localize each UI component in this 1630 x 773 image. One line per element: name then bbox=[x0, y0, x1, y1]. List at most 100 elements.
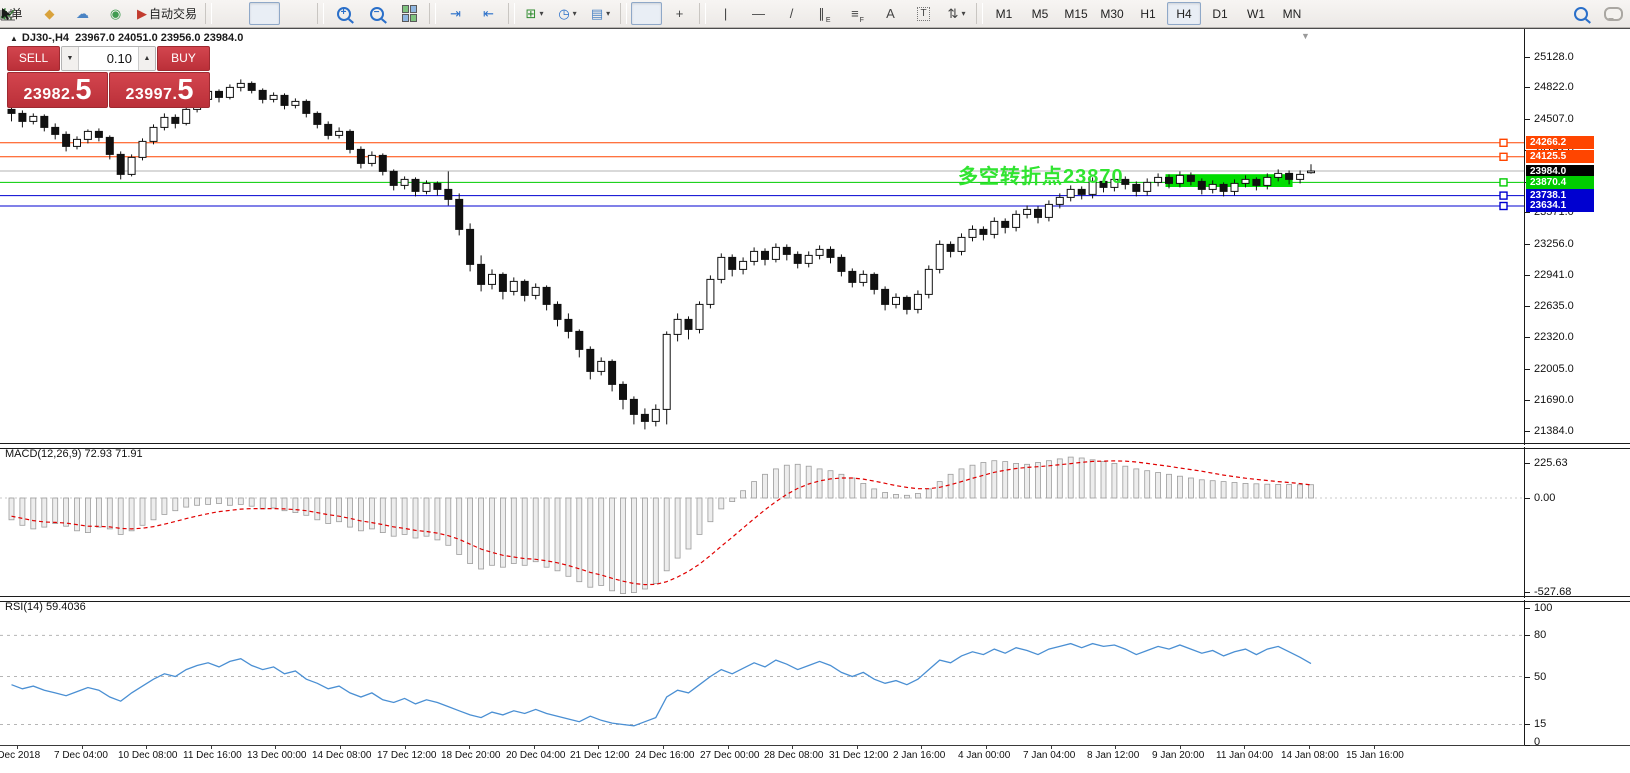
timeframe-m1[interactable]: M1 bbox=[995, 6, 1013, 21]
zoom-out-button[interactable]: − bbox=[361, 2, 392, 25]
vertical-line-button-glyph: | bbox=[723, 6, 728, 21]
horizontal-line-button[interactable]: — bbox=[743, 2, 774, 25]
search-button-icon bbox=[1573, 6, 1588, 21]
signal-icon-glyph: ◉ bbox=[109, 5, 122, 21]
zoom-in-button[interactable]: + bbox=[328, 2, 359, 25]
arrows-button-glyph: ⇅ bbox=[947, 5, 959, 21]
equidistant-channel-button[interactable]: ∥ E bbox=[818, 5, 831, 25]
chart-shift-marker-icon[interactable]: ▼ bbox=[1301, 31, 1310, 41]
time-tick-label: 21 Dec 12:00 bbox=[570, 750, 630, 761]
bar-chart-button[interactable] bbox=[0, 2, 247, 25]
macd-pane[interactable] bbox=[0, 448, 1524, 596]
time-tick-label: 11 Dec 16:00 bbox=[183, 750, 242, 761]
price-tick bbox=[1525, 337, 1530, 338]
pane-splitter-rsi[interactable] bbox=[0, 596, 1630, 602]
zoom-out-button-icon: − bbox=[369, 6, 384, 21]
chat-icon bbox=[1604, 6, 1623, 21]
signal-icon[interactable]: ◉ bbox=[100, 2, 131, 25]
volume-input[interactable] bbox=[79, 47, 138, 70]
price-tick-label: 21690.0 bbox=[1534, 394, 1574, 406]
chat-button[interactable] bbox=[1598, 2, 1629, 25]
cloud-icon[interactable]: ☁ bbox=[67, 2, 98, 25]
symbol-period-label: DJ30-,H4 bbox=[21, 32, 69, 44]
auto-scroll-button[interactable]: ⇥ bbox=[440, 2, 471, 25]
buy-button[interactable]: BUY bbox=[157, 46, 210, 71]
rsi-value: 59.4036 bbox=[45, 601, 86, 613]
price-tick bbox=[1525, 119, 1530, 120]
sell-price-button[interactable]: 23982. 5 bbox=[7, 72, 108, 108]
new-chart-button-glyph: ⊞ bbox=[525, 5, 537, 21]
timeframe-h1[interactable]: H1 bbox=[1140, 6, 1156, 21]
toolbar-separator bbox=[620, 3, 628, 24]
toolbar-separator bbox=[699, 3, 707, 24]
timeframe-m5[interactable]: M5 bbox=[1031, 6, 1049, 21]
time-axis-line bbox=[0, 745, 1630, 746]
line-chart-button[interactable] bbox=[0, 2, 313, 25]
text-button[interactable]: A bbox=[875, 2, 906, 25]
timeframe-m15[interactable]: M15 bbox=[1064, 6, 1088, 21]
macd-axis-label: 0.00 bbox=[1534, 492, 1556, 504]
time-tick-label: 14 Jan 08:00 bbox=[1281, 750, 1339, 761]
crosshair-button[interactable]: + bbox=[664, 2, 695, 25]
time-tick bbox=[82, 745, 83, 749]
time-tick-label: 20 Dec 04:00 bbox=[506, 750, 566, 761]
period-button[interactable]: ◷ ▾ bbox=[552, 2, 583, 25]
ohlc-values: 23967.0 24051.0 23956.0 23984.0 bbox=[75, 32, 244, 44]
timeframe-d1[interactable]: D1 bbox=[1212, 6, 1228, 21]
time-tick-label: 13 Dec 00:00 bbox=[247, 750, 307, 761]
search-button[interactable] bbox=[1565, 2, 1596, 25]
pane-splitter-macd[interactable] bbox=[0, 443, 1630, 449]
collapse-panel-icon[interactable]: ▲ bbox=[10, 34, 18, 43]
tile-windows-button[interactable] bbox=[394, 2, 425, 25]
timeframe-h4[interactable]: H4 bbox=[1167, 2, 1202, 25]
timeframe-m30[interactable]: M30 bbox=[1100, 6, 1124, 21]
volume-increase-button[interactable]: ▲ bbox=[138, 47, 155, 70]
horizontal-line-button-glyph: — bbox=[752, 6, 766, 21]
buy-price-button[interactable]: 23997. 5 bbox=[109, 72, 210, 108]
time-tick-label: 7 Dec 04:00 bbox=[54, 750, 108, 761]
time-tick-label: 28 Dec 08:00 bbox=[764, 750, 824, 761]
cursor-button[interactable] bbox=[2, 2, 663, 25]
trendline-button[interactable]: / bbox=[776, 2, 807, 25]
time-tick bbox=[663, 745, 664, 749]
time-tick bbox=[469, 745, 470, 749]
rsi-axis-label: 0 bbox=[1534, 736, 1541, 748]
timeframe-mn[interactable]: MN bbox=[1282, 6, 1302, 21]
price-tick-label: 24822.0 bbox=[1534, 81, 1574, 93]
text-label-button[interactable]: T bbox=[908, 2, 939, 25]
sell-button[interactable]: SELL bbox=[7, 46, 60, 71]
price-tick-label: 23256.0 bbox=[1534, 238, 1574, 250]
time-tick bbox=[1309, 745, 1310, 749]
time-tick-label: 5 Dec 2018 bbox=[0, 750, 41, 761]
fibonacci-button[interactable]: ≡ F bbox=[851, 6, 864, 24]
price-tick bbox=[1525, 306, 1530, 307]
price-chart[interactable] bbox=[0, 29, 1524, 443]
new-chart-button[interactable]: ⊞ ▾ bbox=[519, 2, 550, 25]
rsi-axis-label: 80 bbox=[1534, 629, 1547, 641]
price-tick bbox=[1525, 400, 1530, 401]
arrows-button[interactable]: ⇅ ▾ bbox=[941, 2, 972, 25]
volume-decrease-button[interactable]: ▼ bbox=[62, 47, 79, 70]
price-tag: 24125.5 bbox=[1526, 150, 1594, 163]
dropdown-caret-icon: ▾ bbox=[539, 9, 544, 18]
time-tick-label: 8 Jan 12:00 bbox=[1087, 750, 1140, 761]
rsi-axis-tick bbox=[1525, 608, 1530, 609]
template-button[interactable]: ▤ ▾ bbox=[585, 2, 616, 25]
price-tag: 24266.2 bbox=[1526, 136, 1594, 149]
autotrade-button[interactable]: ▶ 自动交易 bbox=[137, 5, 198, 22]
price-tick-label: 22941.0 bbox=[1534, 269, 1574, 281]
rsi-label: RSI(14) 59.4036 bbox=[5, 601, 86, 613]
time-tick bbox=[598, 745, 599, 749]
time-tick-label: 31 Dec 12:00 bbox=[829, 750, 889, 761]
timeframe-w1[interactable]: W1 bbox=[1247, 6, 1266, 21]
toolbar-separator bbox=[317, 3, 325, 24]
time-tick bbox=[1374, 745, 1375, 749]
chart-shift-button[interactable]: ⇤ bbox=[473, 2, 504, 25]
vertical-line-button[interactable]: | bbox=[710, 2, 741, 25]
crystal-icon[interactable]: ◆ bbox=[34, 2, 65, 25]
time-tick-label: 27 Dec 00:00 bbox=[700, 750, 760, 761]
macd-axis-tick bbox=[1525, 498, 1530, 499]
macd-main-value: 72.93 bbox=[84, 448, 113, 460]
rsi-pane[interactable] bbox=[0, 601, 1524, 745]
candlestick-chart-button[interactable] bbox=[3, 2, 281, 25]
